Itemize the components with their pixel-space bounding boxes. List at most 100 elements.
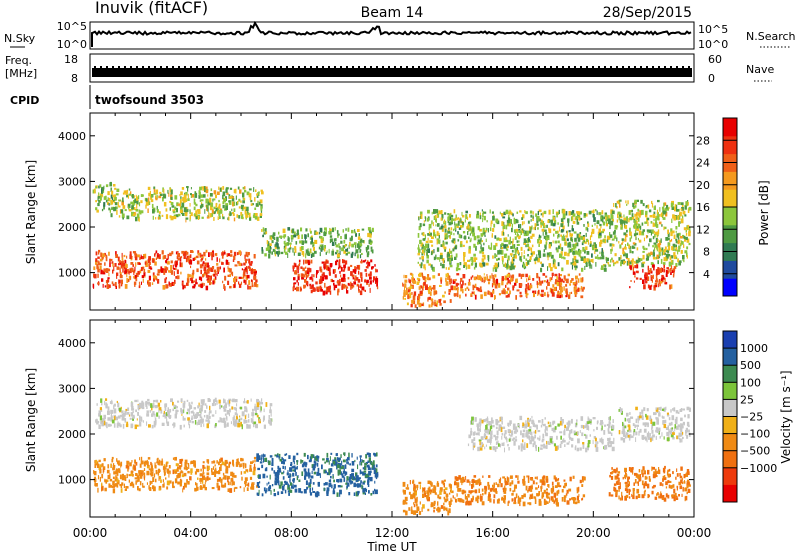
heatmap-cell	[570, 234, 573, 238]
heatmap-cell	[503, 288, 505, 291]
heatmap-cell	[278, 484, 282, 489]
heatmap-cell	[302, 252, 305, 257]
heatmap-cell	[353, 242, 357, 245]
heatmap-cell	[207, 477, 211, 480]
heatmap-cell	[471, 484, 473, 489]
nave-dot	[568, 66, 570, 68]
heatmap-cell	[139, 210, 142, 215]
heatmap-cell	[196, 468, 200, 473]
heatmap-cell	[217, 207, 220, 211]
heatmap-cell	[261, 454, 263, 460]
heatmap-cell	[369, 476, 373, 482]
heatmap-cell	[216, 257, 218, 262]
heatmap-cell	[263, 408, 265, 413]
heatmap-cell	[447, 251, 450, 257]
heatmap-cell	[493, 265, 496, 270]
heatmap-cell	[512, 238, 514, 243]
heatmap-cell	[671, 259, 674, 265]
heatmap-cell	[101, 463, 104, 467]
heatmap-cell	[360, 277, 363, 282]
heatmap-cell	[97, 475, 100, 480]
heatmap-cell	[150, 196, 153, 200]
heatmap-cell	[574, 497, 577, 501]
heatmap-cell	[113, 405, 115, 410]
heatmap-cell	[167, 407, 169, 411]
heatmap-cell	[154, 413, 156, 418]
heatmap-cell	[456, 217, 458, 221]
heatmap-cell	[497, 262, 500, 267]
heatmap-cell	[350, 481, 354, 484]
nave-dot	[616, 66, 618, 68]
heatmap-cell	[218, 211, 221, 216]
heatmap-cell	[370, 461, 373, 466]
heatmap-cell	[213, 198, 216, 201]
heatmap-cell	[293, 277, 296, 281]
heatmap-cell	[366, 464, 370, 468]
heatmap-cell	[168, 414, 172, 418]
heatmap-cell	[477, 226, 480, 231]
heatmap-cell	[293, 234, 297, 238]
heatmap-cell	[574, 250, 578, 255]
heatmap-cell	[673, 266, 677, 269]
heatmap-cell	[684, 205, 687, 210]
heatmap-cell	[338, 260, 341, 265]
heatmap-cell	[239, 189, 242, 194]
heatmap-cell	[438, 496, 442, 500]
heatmap-cell	[560, 234, 562, 237]
heatmap-cell	[118, 260, 122, 265]
heatmap-cell	[587, 221, 589, 225]
heatmap-cell	[649, 229, 652, 233]
heatmap-cell	[538, 237, 541, 241]
heatmap-cell	[211, 471, 215, 475]
heatmap-cell	[642, 231, 644, 234]
heatmap-cell	[443, 506, 446, 511]
heatmap-cell	[643, 247, 646, 251]
heatmap-cell	[338, 470, 341, 475]
heatmap-cell	[681, 205, 684, 208]
heatmap-cell	[268, 250, 271, 254]
y-tick-label: 1000	[58, 267, 86, 280]
heatmap-cell	[506, 481, 509, 485]
heatmap-cell	[645, 279, 647, 284]
heatmap-cell	[408, 507, 411, 511]
heatmap-cell	[422, 244, 425, 248]
heatmap-cell	[201, 274, 204, 278]
heatmap-cell	[335, 260, 338, 266]
heatmap-cell	[106, 469, 110, 474]
heatmap-cell	[423, 264, 426, 269]
heatmap-cell	[329, 235, 333, 238]
heatmap-cell	[669, 284, 671, 290]
heatmap-cell	[450, 490, 454, 494]
heatmap-cell	[342, 259, 344, 264]
heatmap-cell	[315, 231, 319, 235]
heatmap-cell	[419, 501, 421, 505]
heatmap-cell	[199, 186, 202, 191]
heatmap-cell	[459, 281, 461, 285]
heatmap-cell	[155, 478, 157, 483]
heatmap-cell	[284, 466, 286, 470]
heatmap-cell	[112, 480, 115, 485]
heatmap-cell	[206, 262, 209, 266]
heatmap-cell	[278, 470, 282, 473]
heatmap-cell	[450, 250, 453, 254]
heatmap-cell	[242, 200, 245, 204]
heatmap-cell	[590, 259, 593, 263]
heatmap-cell	[225, 203, 229, 207]
heatmap-cell	[448, 292, 451, 295]
heatmap-cell	[348, 244, 350, 249]
heatmap-cell	[311, 274, 313, 279]
heatmap-cell	[564, 251, 567, 256]
heatmap-cell	[258, 191, 260, 194]
heatmap-cell	[479, 286, 482, 292]
heatmap-cell	[406, 302, 409, 306]
heatmap-cell	[455, 498, 457, 503]
heatmap-cell	[254, 406, 257, 411]
heatmap-cell	[262, 417, 265, 422]
nave-dot	[460, 66, 462, 68]
heatmap-cell	[116, 458, 118, 462]
heatmap-cell	[208, 252, 210, 257]
heatmap-cell	[330, 475, 332, 479]
heatmap-cell	[129, 483, 133, 487]
heatmap-cell	[197, 405, 200, 409]
